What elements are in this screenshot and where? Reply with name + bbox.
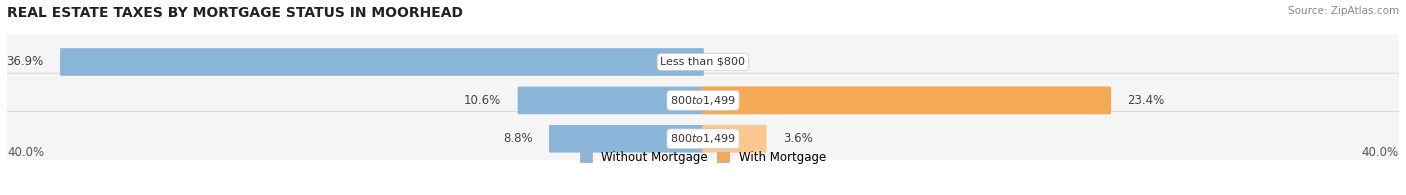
Legend: Without Mortgage, With Mortgage: Without Mortgage, With Mortgage xyxy=(581,151,825,164)
FancyBboxPatch shape xyxy=(60,48,704,76)
Text: 10.6%: 10.6% xyxy=(464,94,501,107)
FancyBboxPatch shape xyxy=(0,112,1406,166)
Text: 0.0%: 0.0% xyxy=(720,56,749,68)
Text: Source: ZipAtlas.com: Source: ZipAtlas.com xyxy=(1288,6,1399,16)
FancyBboxPatch shape xyxy=(702,87,1111,114)
Text: $800 to $1,499: $800 to $1,499 xyxy=(671,94,735,107)
Text: Less than $800: Less than $800 xyxy=(661,57,745,67)
Text: 40.0%: 40.0% xyxy=(7,146,44,159)
FancyBboxPatch shape xyxy=(0,35,1406,89)
FancyBboxPatch shape xyxy=(548,125,704,153)
FancyBboxPatch shape xyxy=(702,87,1111,114)
Text: 40.0%: 40.0% xyxy=(1362,146,1399,159)
Text: 8.8%: 8.8% xyxy=(503,132,533,145)
Text: REAL ESTATE TAXES BY MORTGAGE STATUS IN MOORHEAD: REAL ESTATE TAXES BY MORTGAGE STATUS IN … xyxy=(7,6,463,20)
Text: 3.6%: 3.6% xyxy=(783,132,813,145)
FancyBboxPatch shape xyxy=(517,87,704,114)
Text: 23.4%: 23.4% xyxy=(1128,94,1164,107)
Text: $800 to $1,499: $800 to $1,499 xyxy=(671,132,735,145)
FancyBboxPatch shape xyxy=(702,125,766,153)
Text: 36.9%: 36.9% xyxy=(6,56,44,68)
FancyBboxPatch shape xyxy=(0,73,1406,128)
